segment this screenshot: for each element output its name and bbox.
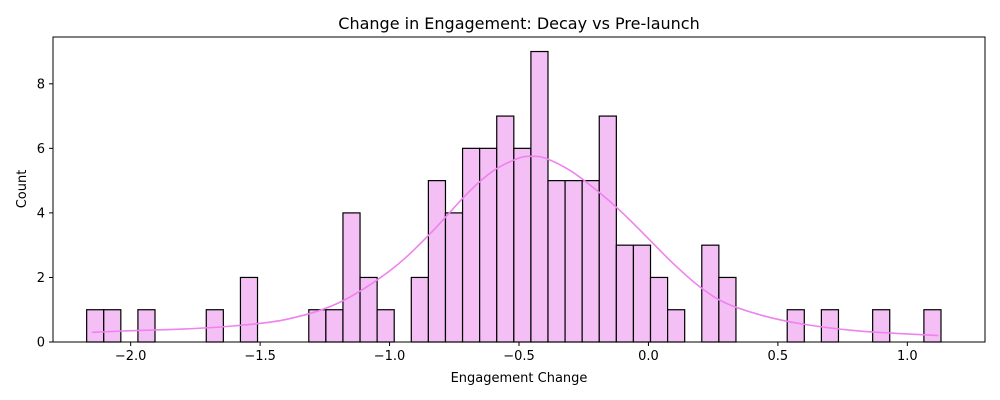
histogram-bar [461, 147, 481, 343]
histogram-bar [923, 309, 942, 343]
y-tick-label: 4 [37, 206, 45, 221]
histogram-bar [496, 115, 515, 343]
histogram-bar [444, 212, 464, 343]
histogram-bar [239, 276, 259, 343]
histogram-bar [427, 180, 447, 343]
histogram-bar [308, 309, 327, 343]
x-tick-label: 0.0 [638, 349, 659, 364]
histogram-bar [615, 244, 635, 343]
histogram-bar [137, 309, 156, 343]
histogram-bar [205, 309, 224, 343]
histogram-bar [325, 309, 344, 343]
y-axis-title: Count [15, 170, 30, 209]
y-tick-label: 0 [37, 336, 45, 351]
histogram-bar [581, 180, 600, 343]
histogram-bar [359, 276, 378, 343]
x-tick-label: 0.5 [768, 349, 789, 364]
histogram-bar [342, 212, 361, 343]
histogram-bar [86, 309, 105, 343]
x-tick-label: −1.0 [374, 349, 406, 364]
histogram-bar [479, 147, 498, 343]
histogram-bar [649, 276, 669, 343]
histogram-bar [786, 309, 805, 343]
histogram-bar [513, 147, 532, 343]
y-tick-label: 6 [37, 142, 45, 157]
histogram-bar [564, 180, 583, 343]
histogram-bar [667, 309, 686, 343]
x-axis-title: Engagement Change [451, 371, 588, 386]
histogram-bar [820, 309, 840, 343]
histogram-bar [547, 180, 566, 343]
histogram-bar [872, 309, 891, 343]
x-tick-label: 1.0 [897, 349, 918, 364]
histogram-bar [598, 115, 617, 343]
x-tick-label: −1.5 [244, 349, 276, 364]
x-tick-label: −2.0 [115, 349, 147, 364]
histogram-bar [530, 50, 549, 343]
histogram-bar [103, 309, 122, 343]
plot-area: −2.0 −1.5 −1.0 −0.5 0.0 0.5 1.0 0 2 4 6 8 [37, 36, 986, 364]
kde-line [91, 155, 939, 337]
histogram-bar [632, 244, 652, 343]
y-tick-label: 2 [37, 271, 45, 286]
histogram-bar [410, 276, 429, 343]
histogram-bar [376, 309, 395, 343]
x-tick-label: −0.5 [503, 349, 535, 364]
chart-title: Change in Engagement: Decay vs Pre-launc… [338, 14, 699, 33]
y-tick-label: 8 [37, 77, 45, 92]
histogram-bar [718, 276, 737, 343]
